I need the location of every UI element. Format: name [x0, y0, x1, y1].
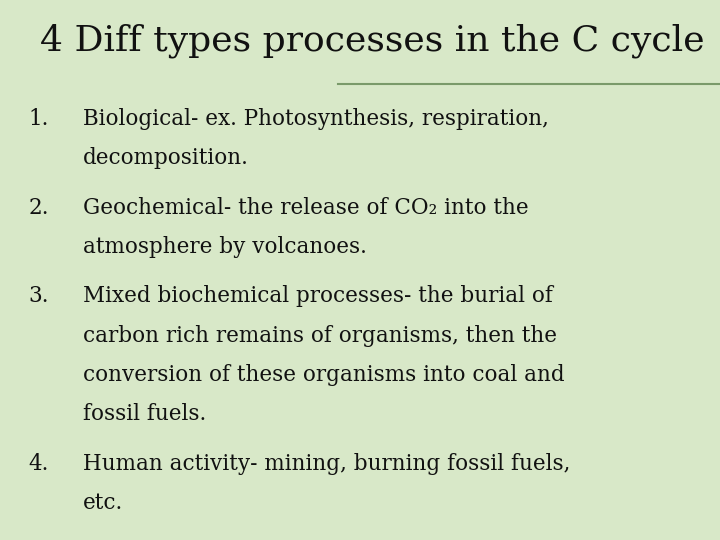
Text: etc.: etc. [83, 492, 123, 514]
Text: 1.: 1. [29, 108, 49, 130]
Text: Biological- ex. Photosynthesis, respiration,: Biological- ex. Photosynthesis, respirat… [83, 108, 549, 130]
Text: Geochemical- the release of CO₂ into the: Geochemical- the release of CO₂ into the [83, 197, 528, 219]
Text: fossil fuels.: fossil fuels. [83, 403, 206, 426]
Text: 3.: 3. [29, 285, 49, 307]
Text: 4 Diff types processes in the C cycle: 4 Diff types processes in the C cycle [40, 23, 704, 58]
Text: atmosphere by volcanoes.: atmosphere by volcanoes. [83, 236, 366, 258]
Text: Human activity- mining, burning fossil fuels,: Human activity- mining, burning fossil f… [83, 453, 570, 475]
Text: Mixed biochemical processes- the burial of: Mixed biochemical processes- the burial … [83, 285, 553, 307]
Text: 4.: 4. [29, 453, 49, 475]
Text: 2.: 2. [29, 197, 49, 219]
Text: conversion of these organisms into coal and: conversion of these organisms into coal … [83, 364, 564, 386]
Text: carbon rich remains of organisms, then the: carbon rich remains of organisms, then t… [83, 325, 557, 347]
Text: decomposition.: decomposition. [83, 147, 248, 170]
